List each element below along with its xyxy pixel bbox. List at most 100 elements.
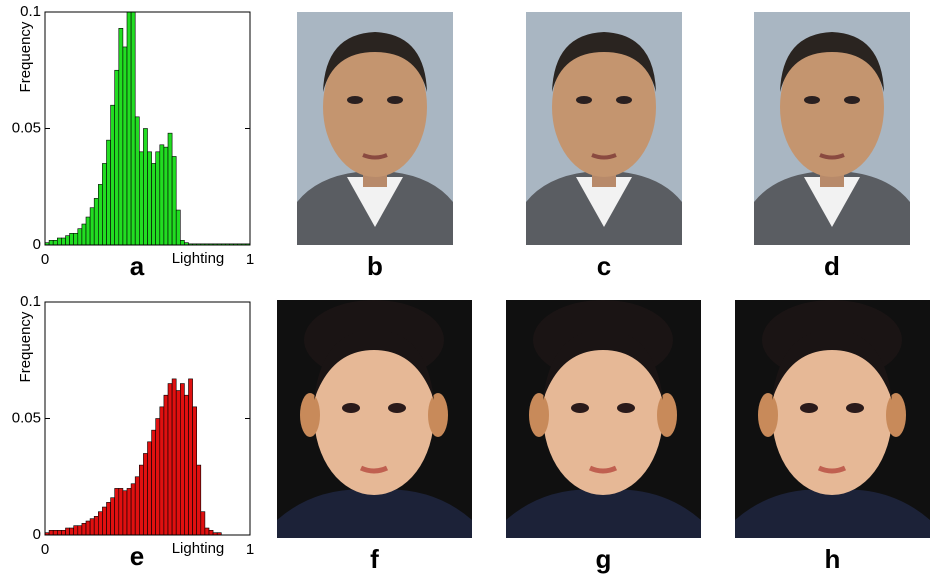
bar bbox=[94, 516, 98, 535]
bar bbox=[66, 528, 70, 535]
panel-label: a bbox=[130, 251, 145, 281]
bar bbox=[148, 442, 152, 535]
bar bbox=[53, 240, 57, 245]
bar bbox=[102, 163, 106, 245]
bar bbox=[98, 512, 102, 535]
bar bbox=[107, 140, 111, 245]
y-tick-label: 0 bbox=[33, 526, 41, 543]
bar bbox=[49, 240, 53, 245]
bar bbox=[131, 484, 135, 535]
bar bbox=[193, 407, 197, 535]
bar bbox=[135, 477, 139, 535]
bar bbox=[115, 70, 119, 245]
bar bbox=[152, 430, 156, 535]
bar bbox=[123, 47, 127, 245]
bar bbox=[172, 156, 176, 245]
y-tick-label: 0.05 bbox=[12, 119, 41, 136]
bar bbox=[209, 530, 213, 535]
bar bbox=[127, 488, 131, 535]
bar bbox=[176, 210, 180, 245]
bar bbox=[172, 379, 176, 535]
panel-label: f bbox=[370, 544, 379, 574]
photo bbox=[506, 300, 701, 538]
x-axis-label: Lighting bbox=[172, 540, 225, 557]
panel-label: c bbox=[597, 251, 611, 281]
bar bbox=[189, 379, 193, 535]
bar bbox=[143, 453, 147, 535]
bar bbox=[111, 498, 115, 535]
bar bbox=[164, 147, 168, 245]
bar bbox=[90, 519, 94, 535]
bar bbox=[160, 407, 164, 535]
bar bbox=[78, 229, 82, 245]
bar bbox=[180, 240, 184, 245]
bar bbox=[53, 530, 57, 535]
bar bbox=[94, 198, 98, 245]
panel-label: b bbox=[367, 251, 383, 281]
x-tick-label: 0 bbox=[41, 541, 49, 558]
figure: 0 0.05 0.1 0 1 Lighting Frequency a 0 0.05 0.1 0 1 Li… bbox=[0, 0, 930, 578]
bar bbox=[98, 184, 102, 245]
bar bbox=[90, 208, 94, 245]
bar bbox=[168, 133, 172, 245]
x-tick-label: 1 bbox=[246, 251, 254, 268]
photo bbox=[297, 12, 453, 245]
x-tick-label: 0 bbox=[41, 251, 49, 268]
photo bbox=[277, 300, 472, 538]
bar bbox=[78, 526, 82, 535]
panel-label: g bbox=[596, 544, 612, 574]
bar bbox=[139, 465, 143, 535]
bar bbox=[61, 238, 65, 245]
bar bbox=[66, 236, 70, 245]
bar bbox=[135, 117, 139, 245]
bar bbox=[74, 526, 78, 535]
photo bbox=[735, 300, 930, 538]
photo bbox=[754, 12, 910, 245]
bar bbox=[176, 391, 180, 535]
y-tick-label: 0.05 bbox=[12, 409, 41, 426]
bar bbox=[127, 12, 131, 245]
x-tick-label: 1 bbox=[246, 541, 254, 558]
bar bbox=[197, 465, 201, 535]
bar bbox=[70, 528, 74, 535]
y-axis-label: Frequency bbox=[17, 311, 34, 382]
bar bbox=[143, 129, 147, 246]
bar bbox=[74, 233, 78, 245]
bar bbox=[156, 152, 160, 245]
y-axis-label: Frequency bbox=[17, 21, 34, 92]
bar bbox=[111, 105, 115, 245]
y-tick-label: 0.1 bbox=[20, 293, 41, 310]
bar bbox=[86, 217, 90, 245]
x-axis-label: Lighting bbox=[172, 250, 225, 267]
bar bbox=[49, 530, 53, 535]
bar bbox=[139, 152, 143, 245]
bar bbox=[82, 523, 86, 535]
bar bbox=[164, 395, 168, 535]
bar bbox=[57, 530, 61, 535]
photo bbox=[526, 12, 682, 245]
bar bbox=[57, 238, 61, 245]
bar bbox=[86, 521, 90, 535]
bar bbox=[180, 384, 184, 535]
bar bbox=[123, 491, 127, 535]
bar bbox=[102, 507, 106, 535]
bar bbox=[115, 488, 119, 535]
bar bbox=[148, 152, 152, 245]
y-tick-label: 0.1 bbox=[20, 3, 41, 20]
bar bbox=[201, 512, 205, 535]
bar bbox=[119, 28, 123, 245]
bar bbox=[205, 528, 209, 535]
panel-label: h bbox=[825, 544, 841, 574]
bar bbox=[119, 488, 123, 535]
bar bbox=[61, 530, 65, 535]
bar bbox=[184, 395, 188, 535]
bar bbox=[82, 224, 86, 245]
panel-label: d bbox=[824, 251, 840, 281]
bar bbox=[156, 419, 160, 536]
bar bbox=[152, 163, 156, 245]
bar bbox=[168, 384, 172, 535]
bar bbox=[70, 233, 74, 245]
bar bbox=[107, 502, 111, 535]
y-tick-label: 0 bbox=[33, 236, 41, 253]
panel-label: e bbox=[130, 541, 144, 571]
